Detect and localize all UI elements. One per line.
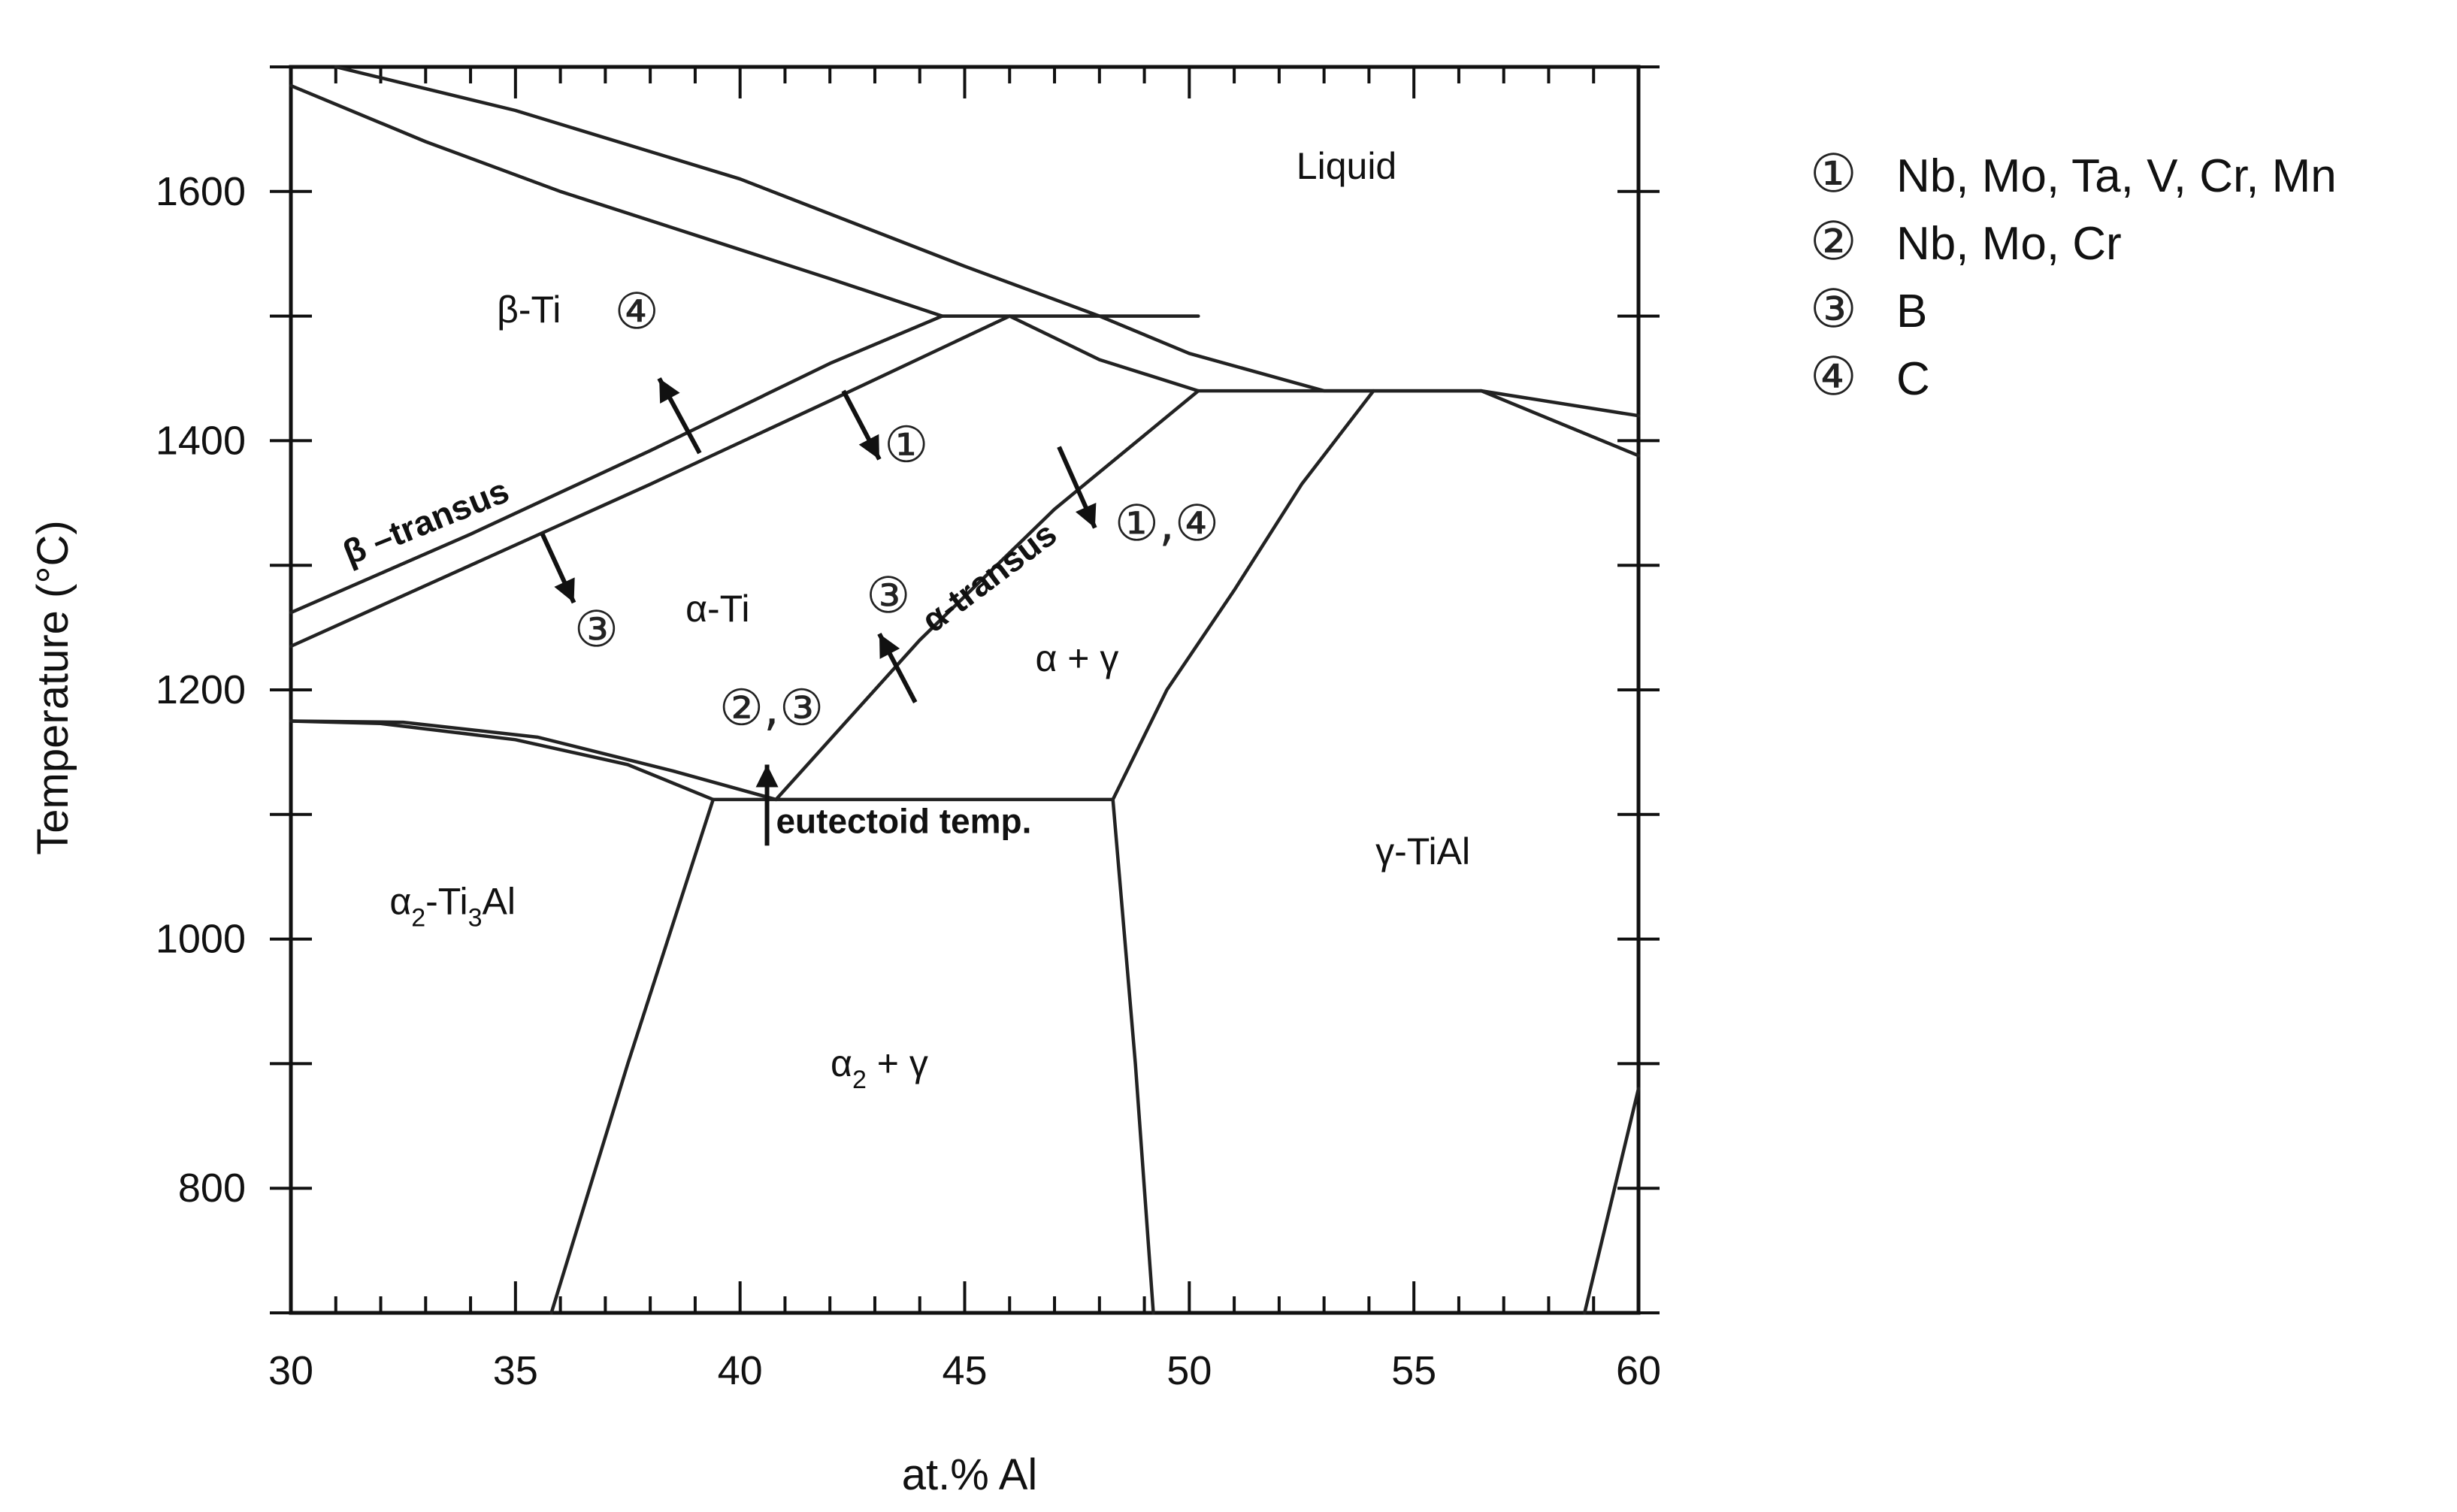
phase-label-part: Liquid (1297, 145, 1396, 187)
effect-arrow-head (554, 577, 575, 603)
phase-label: α-Ti (685, 588, 749, 630)
phase-label: β-Ti (497, 289, 561, 331)
phase-label-part: γ-TiAl (1375, 830, 1470, 872)
legend-marker: ③ (1810, 278, 1857, 340)
x-tick-label: 55 (1391, 1348, 1436, 1393)
phase-label: γ-TiAl (1375, 830, 1470, 872)
phase-boundary (774, 389, 1200, 802)
legend-marker: ② (1810, 210, 1857, 272)
phase-label-part: β-Ti (497, 289, 561, 331)
phase-label: α + γ (1035, 637, 1118, 679)
effect-arrow-head (1075, 502, 1097, 528)
phase-label-part: + γ (867, 1042, 928, 1084)
y-tick-label: 1200 (156, 667, 246, 712)
y-tick-label: 1400 (156, 418, 246, 463)
effect-marker: ①,④ (1115, 494, 1219, 552)
phase-label-part: α (831, 1042, 852, 1084)
effect-arrow-head (858, 434, 879, 460)
y-axis-title: Temperature (°C) (29, 520, 77, 854)
phase-label: α2-Ti3Al (389, 880, 516, 932)
phase-boundary (1583, 1087, 1641, 1315)
effect-marker: ③ (866, 567, 910, 624)
phase-boundary (1008, 314, 1200, 393)
effect-marker: ③ (574, 600, 619, 658)
legend-label: Nb, Mo, Ta, V, Cr, Mn (1896, 150, 2337, 202)
x-tick-label: 50 (1166, 1348, 1212, 1393)
phase-boundary (1111, 797, 1155, 1315)
phase-boundaries (289, 65, 1641, 1315)
effect-marker: ④ (615, 283, 659, 340)
phase-boundary (1111, 389, 1375, 802)
effect-marker: ②,③ (719, 679, 824, 736)
phase-boundary (289, 83, 944, 318)
alloying-effect-arrows: ④ ① ①,④ ③ ③ ②,③ (540, 283, 1219, 846)
x-axis-title: at.% Al (902, 1450, 1038, 1499)
phase-boundary (1479, 389, 1641, 458)
x-tick-label: 60 (1616, 1348, 1661, 1393)
x-tick-label: 45 (942, 1348, 987, 1393)
phase-label-part: α-Ti (685, 588, 749, 630)
x-tick-label: 40 (718, 1348, 763, 1393)
legend: ① Nb, Mo, Ta, V, Cr, Mn ② Nb, Mo, Cr ③ B④ C (1810, 143, 2337, 407)
phase-label-part: 3 (468, 903, 483, 932)
effect-arrow-head (879, 634, 900, 659)
phase-boundary (549, 797, 716, 1315)
phase-boundary (289, 719, 778, 802)
phase-label-part: 2 (411, 903, 425, 932)
phase-label: Liquid (1297, 145, 1396, 187)
legend-label: B (1896, 286, 1927, 337)
phase-label-part: α + γ (1035, 637, 1118, 679)
phase-label-part: Al (483, 880, 516, 922)
phase-label-part: -Ti (425, 880, 467, 922)
phase-boundary (289, 314, 1012, 649)
plot-frame (289, 65, 1641, 1315)
effect-marker: ① (884, 416, 928, 474)
y-tick-label: 800 (178, 1166, 246, 1211)
phase-label-part: α (389, 880, 411, 922)
legend-marker: ① (1810, 143, 1857, 204)
annotation-label: α-transus (914, 514, 1064, 640)
phase-boundary (334, 65, 1641, 418)
phase-label-part: 2 (852, 1066, 867, 1094)
y-tick-label: 1600 (156, 169, 246, 214)
effect-arrow-head (659, 378, 680, 404)
phase-label: α2 + γ (831, 1042, 928, 1094)
x-tick-label: 30 (268, 1348, 313, 1393)
legend-label: C (1896, 353, 1930, 405)
y-tick-label: 1000 (156, 917, 246, 962)
x-tick-label: 35 (493, 1348, 538, 1393)
effect-arrow-head (755, 764, 779, 788)
axis-ticks: 30 35 40 45 50 55 60 800 1000 1200 1400 1600 (156, 65, 1661, 1393)
plot-area (289, 65, 1641, 1315)
phase-boundary (289, 314, 944, 615)
legend-label: Nb, Mo, Cr (1896, 218, 2122, 270)
annotation-label: eutectoid temp. (776, 802, 1031, 841)
legend-marker: ④ (1810, 346, 1857, 407)
